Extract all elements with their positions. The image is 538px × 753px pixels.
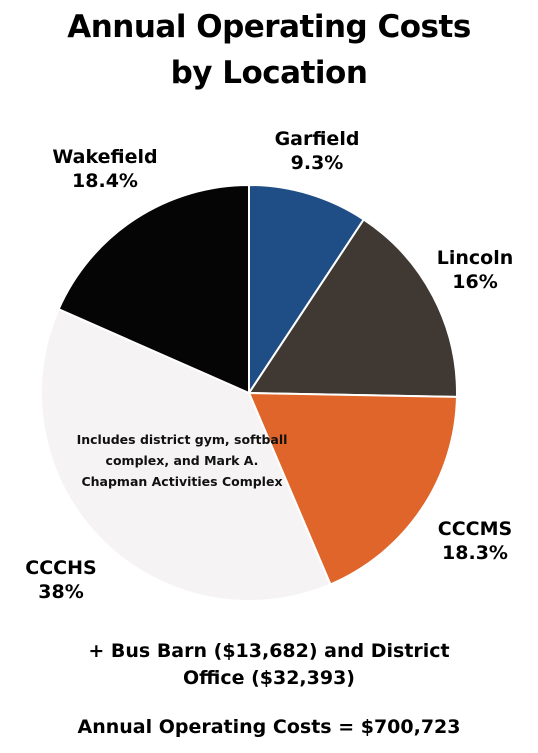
- footer-line-2: Office ($32,393): [182, 667, 355, 689]
- label-lincoln-name: Lincoln: [436, 247, 514, 269]
- pie-slice-ccchs: [40, 307, 332, 603]
- footer-line-1: + Bus Barn ($13,682) and District: [88, 640, 450, 662]
- label-wakefield-name: Wakefield: [52, 146, 158, 168]
- chart-title-line-2: by Location: [170, 55, 368, 91]
- label-garfield-percent: 9.3%: [290, 152, 344, 174]
- footer-total: Annual Operating Costs = $700,723: [77, 716, 461, 738]
- label-garfield: Garfield 9.3%: [272, 127, 362, 175]
- label-ccchs: CCCHS 38%: [6, 556, 116, 604]
- label-ccchs-percent: 38%: [38, 581, 84, 603]
- label-ccchs-name: CCCHS: [25, 557, 97, 579]
- pie-slice-cccms: [247, 391, 458, 586]
- pie-slice-garfield: [248, 183, 366, 397]
- ccchs-note: Includes district gym, softball complex,…: [76, 432, 288, 489]
- chart-title: Annual Operating Costs by Location: [0, 4, 538, 96]
- label-cccms-percent: 18.3%: [442, 542, 508, 564]
- pie-slice-lincoln: [247, 218, 458, 398]
- label-garfield-name: Garfield: [274, 128, 360, 150]
- label-cccms: CCCMS 18.3%: [420, 517, 530, 565]
- label-wakefield: Wakefield 18.4%: [40, 145, 170, 193]
- label-wakefield-percent: 18.4%: [72, 170, 138, 192]
- label-lincoln-percent: 16%: [452, 271, 498, 293]
- footer-addendum: + Bus Barn ($13,682) and District Office…: [0, 638, 538, 692]
- chart-title-line-1: Annual Operating Costs: [67, 9, 471, 45]
- label-cccms-name: CCCMS: [437, 518, 513, 540]
- label-lincoln: Lincoln 16%: [425, 246, 525, 294]
- pie-slice-wakefield: [57, 183, 250, 395]
